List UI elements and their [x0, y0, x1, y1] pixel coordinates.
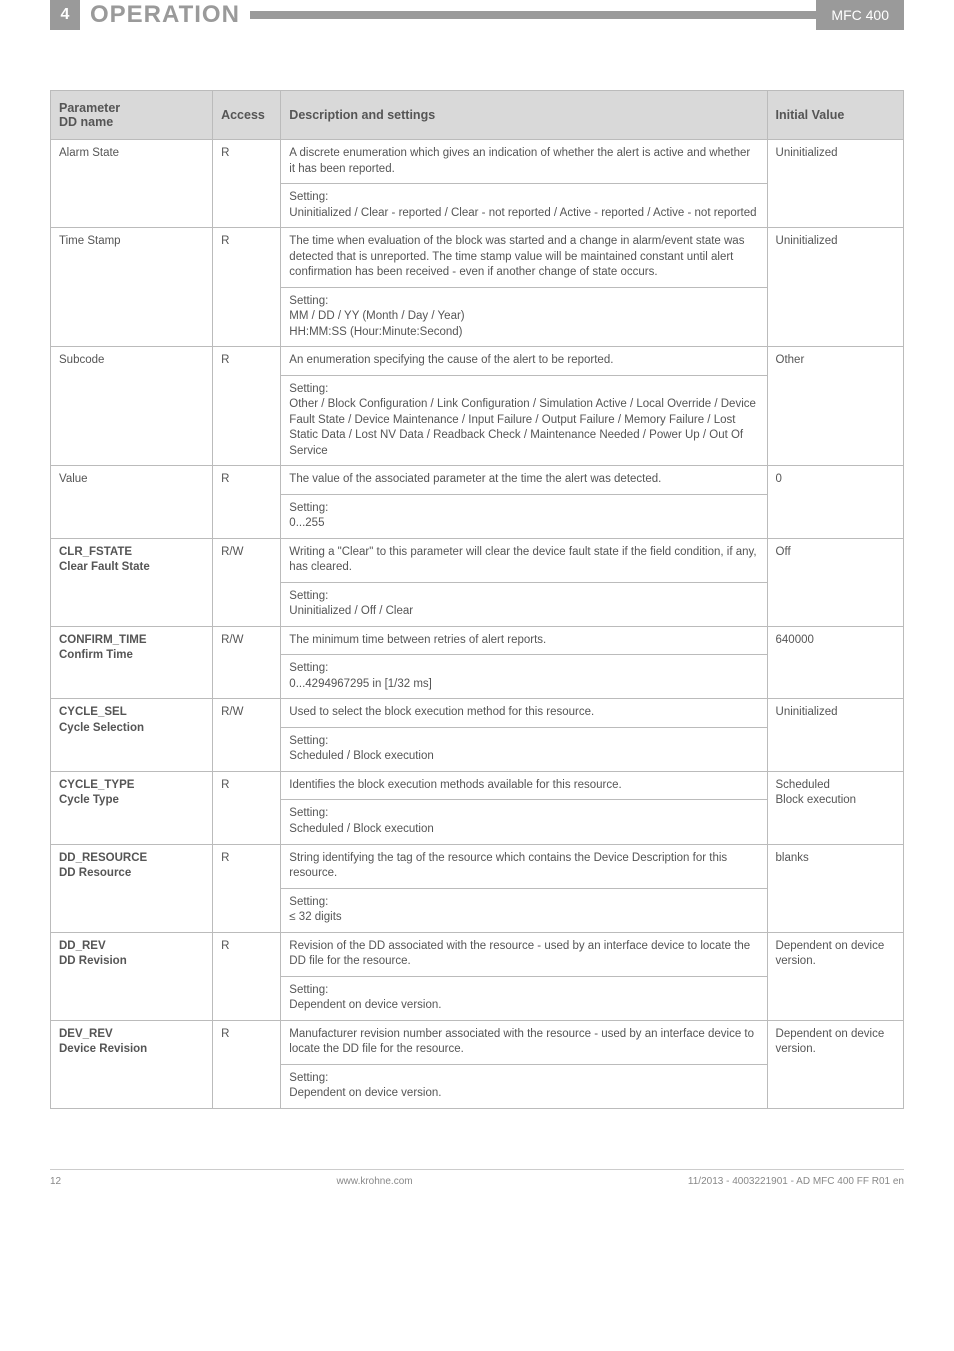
param-sub: Cycle Selection	[59, 721, 204, 737]
access-cell: R	[213, 140, 281, 228]
product-label: MFC 400	[816, 0, 904, 30]
param-cell: CYCLE_TYPECycle Type	[51, 771, 213, 844]
section-title: OPERATION	[90, 1, 240, 29]
table-row: ValueRThe value of the associated parame…	[51, 466, 904, 495]
param-cell: CYCLE_SELCycle Selection	[51, 699, 213, 772]
parameter-table: Parameter DD name Access Description and…	[50, 90, 904, 1109]
table-row: DD_RESOURCEDD ResourceRString identifyin…	[51, 844, 904, 888]
access-cell: R	[213, 347, 281, 466]
param-cell: Value	[51, 466, 213, 539]
desc-cell: Identifies the block execution methods a…	[281, 771, 767, 800]
footer-url: www.krohne.com	[336, 1176, 412, 1187]
desc-cell: Revision of the DD associated with the r…	[281, 932, 767, 976]
initial-cell: Uninitialized	[767, 228, 903, 347]
table-row: DEV_REVDevice RevisionRManufacturer revi…	[51, 1020, 904, 1064]
setting-cell: Setting: Scheduled / Block execution	[281, 727, 767, 771]
desc-cell: The minimum time between retries of aler…	[281, 626, 767, 655]
setting-cell: Setting: 0...255	[281, 494, 767, 538]
param-main: CYCLE_TYPE	[59, 778, 204, 794]
param-sub: Cycle Type	[59, 793, 204, 809]
param-main: DEV_REV	[59, 1027, 204, 1043]
initial-cell: Uninitialized	[767, 699, 903, 772]
setting-cell: Setting: ≤ 32 digits	[281, 888, 767, 932]
table-row: CONFIRM_TIMEConfirm TimeR/WThe minimum t…	[51, 626, 904, 655]
setting-cell: Setting: 0...4294967295 in [1/32 ms]	[281, 655, 767, 699]
param-sub: Subcode	[59, 353, 204, 369]
param-sub: Device Revision	[59, 1042, 204, 1058]
param-cell: Subcode	[51, 347, 213, 466]
header-divider	[250, 11, 817, 19]
desc-cell: The time when evaluation of the block wa…	[281, 228, 767, 288]
header-access: Access	[213, 91, 281, 140]
table-row: DD_REVDD RevisionRRevision of the DD ass…	[51, 932, 904, 976]
access-cell: R	[213, 844, 281, 932]
initial-cell: Uninitialized	[767, 140, 903, 228]
table-header-row: Parameter DD name Access Description and…	[51, 91, 904, 140]
param-sub: Clear Fault State	[59, 560, 204, 576]
param-cell: Alarm State	[51, 140, 213, 228]
header-initial: Initial Value	[767, 91, 903, 140]
param-sub: Alarm State	[59, 146, 204, 162]
setting-cell: Setting: Uninitialized / Clear - reporte…	[281, 184, 767, 228]
setting-cell: Setting: MM / DD / YY (Month / Day / Yea…	[281, 287, 767, 347]
param-main: CONFIRM_TIME	[59, 633, 204, 649]
access-cell: R/W	[213, 626, 281, 699]
table-row: Alarm StateRA discrete enumeration which…	[51, 140, 904, 184]
header-description: Description and settings	[281, 91, 767, 140]
page-header: 4 OPERATION MFC 400	[50, 0, 904, 30]
desc-cell: An enumeration specifying the cause of t…	[281, 347, 767, 376]
initial-cell: Dependent on device version.	[767, 932, 903, 1020]
setting-cell: Setting: Dependent on device version.	[281, 976, 767, 1020]
table-row: Time StampRThe time when evaluation of t…	[51, 228, 904, 288]
desc-cell: Used to select the block execution metho…	[281, 699, 767, 728]
desc-cell: Manufacturer revision number associated …	[281, 1020, 767, 1064]
section-number: 4	[50, 0, 80, 30]
page-number: 12	[50, 1176, 61, 1187]
desc-cell: String identifying the tag of the resour…	[281, 844, 767, 888]
initial-cell: 640000	[767, 626, 903, 699]
table-row: CLR_FSTATEClear Fault StateR/WWriting a …	[51, 538, 904, 582]
param-main: CLR_FSTATE	[59, 545, 204, 561]
access-cell: R/W	[213, 538, 281, 626]
access-cell: R	[213, 228, 281, 347]
param-cell: DEV_REVDevice Revision	[51, 1020, 213, 1108]
param-sub: DD Revision	[59, 954, 204, 970]
access-cell: R	[213, 771, 281, 844]
page-footer: 12 www.krohne.com 11/2013 - 4003221901 -…	[50, 1169, 904, 1187]
param-cell: DD_REVDD Revision	[51, 932, 213, 1020]
param-sub: Confirm Time	[59, 648, 204, 664]
setting-cell: Setting: Other / Block Configuration / L…	[281, 375, 767, 466]
setting-cell: Setting: Uninitialized / Off / Clear	[281, 582, 767, 626]
initial-cell: Dependent on device version.	[767, 1020, 903, 1108]
footer-doc: 11/2013 - 4003221901 - AD MFC 400 FF R01…	[688, 1176, 904, 1187]
access-cell: R/W	[213, 699, 281, 772]
initial-cell: 0	[767, 466, 903, 539]
initial-cell: Scheduled Block execution	[767, 771, 903, 844]
desc-cell: A discrete enumeration which gives an in…	[281, 140, 767, 184]
table-row: SubcodeRAn enumeration specifying the ca…	[51, 347, 904, 376]
param-main: CYCLE_SEL	[59, 705, 204, 721]
param-sub: DD Resource	[59, 866, 204, 882]
header-parameter: Parameter DD name	[51, 91, 213, 140]
table-row: CYCLE_SELCycle SelectionR/WUsed to selec…	[51, 699, 904, 728]
desc-cell: The value of the associated parameter at…	[281, 466, 767, 495]
initial-cell: Off	[767, 538, 903, 626]
param-sub: Value	[59, 472, 204, 488]
initial-cell: Other	[767, 347, 903, 466]
param-cell: CONFIRM_TIMEConfirm Time	[51, 626, 213, 699]
param-main: DD_REV	[59, 939, 204, 955]
access-cell: R	[213, 932, 281, 1020]
param-cell: DD_RESOURCEDD Resource	[51, 844, 213, 932]
setting-cell: Setting: Scheduled / Block execution	[281, 800, 767, 844]
access-cell: R	[213, 1020, 281, 1108]
setting-cell: Setting: Dependent on device version.	[281, 1064, 767, 1108]
table-row: CYCLE_TYPECycle TypeRIdentifies the bloc…	[51, 771, 904, 800]
param-sub: Time Stamp	[59, 234, 204, 250]
param-cell: CLR_FSTATEClear Fault State	[51, 538, 213, 626]
param-cell: Time Stamp	[51, 228, 213, 347]
initial-cell: blanks	[767, 844, 903, 932]
access-cell: R	[213, 466, 281, 539]
desc-cell: Writing a "Clear" to this parameter will…	[281, 538, 767, 582]
param-main: DD_RESOURCE	[59, 851, 204, 867]
